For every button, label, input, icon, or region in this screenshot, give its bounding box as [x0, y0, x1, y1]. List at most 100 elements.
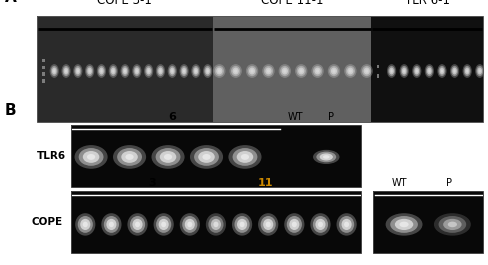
Ellipse shape: [295, 64, 307, 78]
Ellipse shape: [145, 66, 152, 76]
Ellipse shape: [347, 68, 353, 74]
Ellipse shape: [98, 66, 105, 76]
Ellipse shape: [267, 69, 270, 73]
Ellipse shape: [237, 219, 247, 230]
Ellipse shape: [233, 68, 239, 74]
Ellipse shape: [465, 68, 469, 74]
Ellipse shape: [258, 213, 278, 236]
Ellipse shape: [113, 145, 146, 169]
Ellipse shape: [146, 68, 151, 74]
Ellipse shape: [413, 66, 420, 76]
Ellipse shape: [53, 69, 56, 73]
Ellipse shape: [171, 69, 173, 73]
Ellipse shape: [328, 64, 340, 78]
Bar: [373, 191, 483, 253]
Ellipse shape: [88, 69, 91, 73]
Ellipse shape: [135, 222, 140, 227]
Ellipse shape: [83, 222, 88, 227]
Ellipse shape: [75, 213, 95, 236]
Ellipse shape: [339, 216, 354, 233]
Ellipse shape: [400, 222, 408, 227]
Ellipse shape: [314, 68, 321, 74]
Ellipse shape: [318, 222, 323, 227]
Ellipse shape: [362, 66, 371, 76]
Ellipse shape: [65, 69, 67, 73]
Text: P: P: [327, 112, 334, 122]
Ellipse shape: [279, 64, 291, 78]
Ellipse shape: [194, 148, 219, 166]
Ellipse shape: [106, 219, 117, 230]
Bar: [37, 16, 213, 122]
Ellipse shape: [213, 222, 219, 227]
Ellipse shape: [74, 66, 81, 76]
Ellipse shape: [50, 64, 59, 78]
Bar: [373, 191, 483, 253]
Ellipse shape: [132, 64, 142, 78]
Ellipse shape: [331, 68, 337, 74]
Ellipse shape: [386, 213, 423, 236]
Ellipse shape: [190, 145, 223, 169]
Ellipse shape: [168, 64, 177, 78]
Bar: [42, 72, 45, 76]
Ellipse shape: [284, 213, 305, 236]
Text: P: P: [446, 178, 452, 188]
Ellipse shape: [452, 68, 457, 74]
Ellipse shape: [365, 69, 368, 73]
Ellipse shape: [156, 64, 165, 78]
Ellipse shape: [204, 66, 211, 76]
Ellipse shape: [477, 68, 482, 74]
Ellipse shape: [479, 69, 481, 73]
Ellipse shape: [180, 64, 189, 78]
Ellipse shape: [61, 64, 71, 78]
Ellipse shape: [364, 68, 370, 74]
Ellipse shape: [182, 68, 186, 74]
Ellipse shape: [282, 68, 288, 74]
Ellipse shape: [205, 68, 210, 74]
Ellipse shape: [198, 151, 215, 163]
Ellipse shape: [215, 66, 224, 76]
Ellipse shape: [78, 216, 93, 233]
Ellipse shape: [320, 153, 333, 161]
Ellipse shape: [182, 216, 197, 233]
Ellipse shape: [164, 154, 172, 160]
Ellipse shape: [427, 68, 432, 74]
Ellipse shape: [344, 64, 357, 78]
Ellipse shape: [265, 68, 271, 74]
Ellipse shape: [313, 150, 340, 164]
Ellipse shape: [233, 148, 257, 166]
Ellipse shape: [344, 222, 349, 227]
Ellipse shape: [315, 219, 325, 230]
Ellipse shape: [262, 64, 275, 78]
Bar: [71, 125, 361, 187]
Ellipse shape: [203, 154, 211, 160]
Text: 6: 6: [168, 112, 176, 122]
Ellipse shape: [85, 64, 94, 78]
Ellipse shape: [390, 69, 393, 73]
Ellipse shape: [51, 66, 58, 76]
Ellipse shape: [450, 64, 459, 78]
Ellipse shape: [80, 219, 90, 230]
Ellipse shape: [284, 69, 286, 73]
Ellipse shape: [206, 69, 209, 73]
Bar: [71, 191, 361, 253]
Ellipse shape: [154, 213, 174, 236]
Ellipse shape: [316, 69, 319, 73]
Ellipse shape: [64, 68, 68, 74]
Text: TLR 6-1: TLR 6-1: [405, 0, 450, 7]
Ellipse shape: [476, 66, 483, 76]
Ellipse shape: [122, 66, 128, 76]
Ellipse shape: [313, 216, 328, 233]
Ellipse shape: [213, 64, 225, 78]
Ellipse shape: [264, 66, 273, 76]
Ellipse shape: [195, 69, 197, 73]
Ellipse shape: [206, 213, 226, 236]
Text: 11: 11: [258, 178, 273, 188]
Ellipse shape: [412, 64, 422, 78]
Ellipse shape: [466, 69, 468, 73]
Ellipse shape: [218, 69, 221, 73]
Bar: [37, 16, 483, 122]
Ellipse shape: [235, 216, 250, 233]
Ellipse shape: [313, 66, 322, 76]
Ellipse shape: [161, 222, 166, 227]
Ellipse shape: [297, 66, 306, 76]
